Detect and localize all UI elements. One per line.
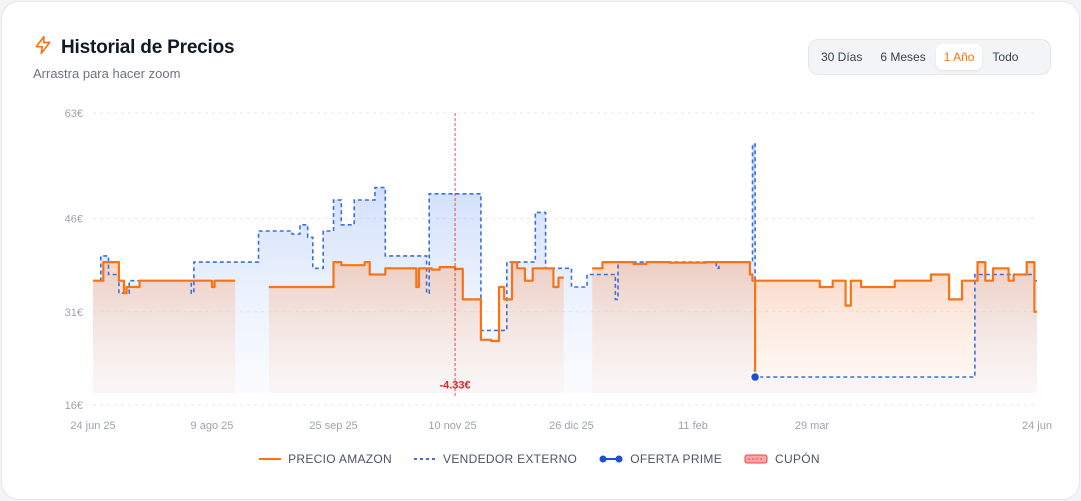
zoom-hint: Arrastra para hacer zoom: [33, 66, 181, 81]
amazon-price-area: [268, 262, 564, 393]
y-tick-label: 46€: [65, 214, 83, 226]
prime-marker-swatch: [599, 455, 623, 463]
legend-external[interactable]: VENDEDOR EXTERNO: [414, 452, 577, 466]
amazon-line-swatch: [259, 458, 282, 460]
page-title: Historial de Precios: [61, 36, 235, 58]
price-change-label: -4.33€: [439, 380, 470, 392]
range-1-year-button[interactable]: 1 Año: [935, 44, 983, 70]
amazon-price-area: [93, 262, 236, 393]
amazon-price-area: [592, 262, 1037, 393]
x-tick-label: 11 feb: [678, 420, 708, 432]
coupon-swatch: [744, 454, 768, 464]
external-price-line: [93, 143, 1037, 378]
amazon-price-line: [268, 261, 564, 343]
legend-amazon-label: PRECIO AMAZON: [288, 452, 393, 466]
prime-offer-point: [749, 371, 761, 383]
x-tick-label: 25 sep 25: [309, 420, 357, 432]
x-tick-label: 29 mar: [795, 420, 830, 432]
legend-coupon-label: CUPÓN: [775, 452, 820, 466]
y-tick-label: 16€: [65, 400, 83, 412]
range-all-button[interactable]: Todo: [984, 44, 1026, 70]
range-30-days-button[interactable]: 30 Días: [813, 44, 870, 70]
x-tick-label: 24 jun 25: [70, 420, 115, 432]
y-tick-label: 63€: [65, 108, 83, 120]
y-tick-label: 31€: [65, 307, 83, 319]
legend-coupon[interactable]: CUPÓN: [744, 452, 820, 466]
x-tick-label: 26 dic 25: [549, 420, 594, 432]
legend-prime[interactable]: OFERTA PRIME: [599, 452, 722, 466]
external-line-swatch: [414, 458, 437, 460]
title-row: Historial de Precios: [33, 35, 235, 60]
legend-prime-label: OFERTA PRIME: [630, 452, 723, 466]
x-tick-label: 24 jun: [1022, 420, 1052, 432]
time-range-selector: 30 Días 6 Meses 1 Año Todo: [808, 39, 1051, 75]
legend-amazon[interactable]: PRECIO AMAZON: [259, 452, 392, 466]
lightning-icon: [33, 35, 53, 60]
legend-external-label: VENDEDOR EXTERNO: [443, 452, 578, 466]
amazon-price-line: [592, 261, 1037, 379]
range-6-months-button[interactable]: 6 Meses: [872, 44, 933, 70]
x-tick-label: 10 nov 25: [428, 420, 476, 432]
x-tick-label: 9 ago 25: [191, 420, 234, 432]
amazon-price-line: [93, 261, 236, 295]
chart-legend: PRECIO AMAZON VENDEDOR EXTERNO OFERTA PR…: [0, 452, 1079, 466]
